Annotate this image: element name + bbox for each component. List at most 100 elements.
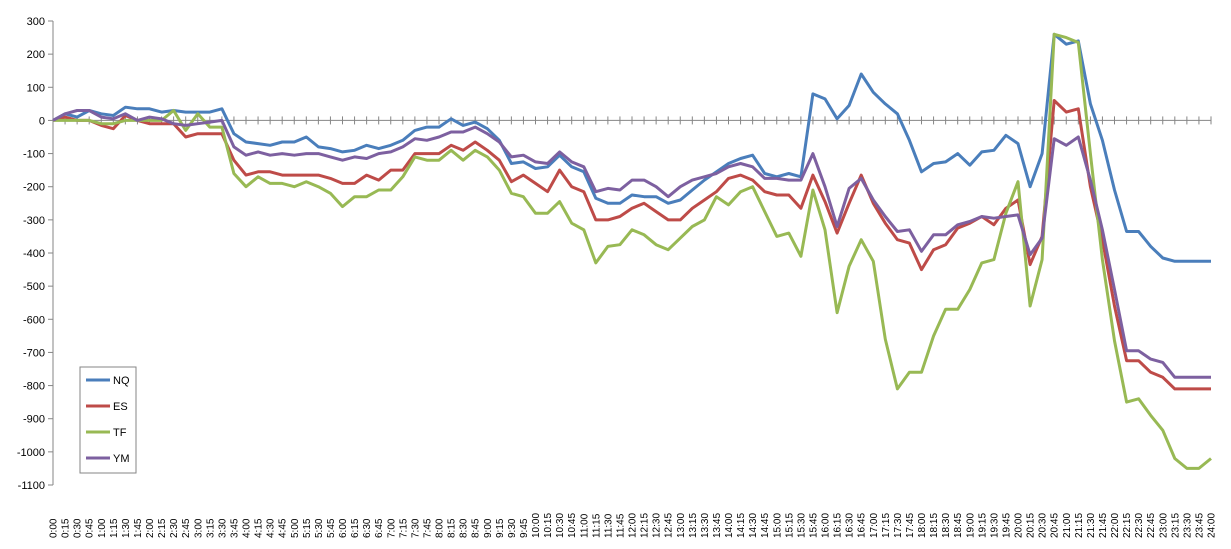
x-tick-label: 12:45 bbox=[664, 513, 675, 538]
x-tick-label: 20:30 bbox=[1038, 513, 1049, 538]
x-tick-label: 19:15 bbox=[977, 513, 988, 538]
x-tick-label: 7:15 bbox=[398, 518, 409, 538]
x-tick-label: 14:00 bbox=[724, 513, 735, 538]
x-tick-label: 15:45 bbox=[808, 513, 819, 538]
x-tick-label: 22:45 bbox=[1146, 513, 1157, 538]
series-line bbox=[52, 99, 1211, 391]
series-line bbox=[53, 32, 1212, 470]
x-tick-label: 8:45 bbox=[471, 518, 482, 538]
x-tick-label: 8:00 bbox=[435, 518, 446, 538]
x-tick-label: 10:45 bbox=[567, 513, 578, 538]
x-tick-label: 9:45 bbox=[519, 518, 530, 538]
x-tick-label: 10:15 bbox=[543, 513, 554, 538]
x-tick-label: 18:45 bbox=[953, 513, 964, 538]
x-tick-label: 16:15 bbox=[833, 513, 844, 538]
x-tick-label: 9:15 bbox=[495, 518, 506, 538]
x-tick-label: 21:30 bbox=[1086, 513, 1097, 538]
x-tick-label: 11:30 bbox=[603, 513, 614, 538]
x-tick-label: 3:45 bbox=[229, 518, 240, 538]
x-tick-label: 8:30 bbox=[459, 518, 470, 538]
series-line bbox=[52, 32, 1211, 263]
x-tick-label: 2:45 bbox=[181, 518, 192, 538]
x-tick-label: 23:00 bbox=[1158, 513, 1169, 538]
x-tick-label: 7:00 bbox=[386, 518, 397, 538]
x-tick-label: 18:30 bbox=[941, 513, 952, 538]
x-tick-label: 6:45 bbox=[374, 518, 385, 538]
x-tick-label: 1:45 bbox=[133, 518, 144, 538]
x-tick-label: 19:30 bbox=[989, 513, 1000, 538]
x-tick-label: 11:45 bbox=[615, 513, 626, 538]
x-tick-label: 1:00 bbox=[97, 518, 108, 538]
y-tick-label: 200 bbox=[27, 49, 45, 61]
x-tick-label: 18:15 bbox=[929, 513, 940, 538]
y-tick-label: -800 bbox=[23, 381, 45, 393]
x-tick-label: 21:15 bbox=[1074, 513, 1085, 538]
x-tick-label: 4:45 bbox=[278, 518, 289, 538]
x-tick-label: 5:30 bbox=[314, 518, 325, 538]
x-tick-label: 0:15 bbox=[61, 518, 72, 538]
x-tick-label: 22:30 bbox=[1134, 513, 1145, 538]
x-tick-label: 1:15 bbox=[109, 518, 120, 538]
x-tick-label: 17:00 bbox=[869, 513, 880, 538]
y-tick-label: -200 bbox=[23, 182, 45, 194]
legend-label: TF bbox=[113, 427, 127, 439]
x-tick-label: 8:15 bbox=[447, 518, 458, 538]
y-tick-label: -400 bbox=[23, 248, 45, 260]
y-tick-label: 100 bbox=[27, 82, 45, 94]
x-tick-label: 9:00 bbox=[483, 518, 494, 538]
y-tick-label: -900 bbox=[23, 414, 45, 426]
x-tick-label: 22:15 bbox=[1122, 513, 1133, 538]
x-tick-label: 16:45 bbox=[857, 513, 868, 538]
x-tick-label: 14:30 bbox=[748, 513, 759, 538]
x-tick-label: 23:30 bbox=[1182, 513, 1193, 538]
y-tick-label: -600 bbox=[23, 314, 45, 326]
x-tick-label: 5:15 bbox=[302, 518, 313, 538]
x-tick-label: 16:30 bbox=[845, 513, 856, 538]
x-tick-label: 10:00 bbox=[531, 513, 542, 538]
y-tick-label: -1000 bbox=[17, 447, 45, 459]
y-tick-label: -300 bbox=[23, 215, 45, 227]
x-tick-label: 2:30 bbox=[169, 518, 180, 538]
x-tick-label: 10:30 bbox=[555, 513, 566, 538]
x-tick-label: 6:00 bbox=[338, 518, 349, 538]
x-tick-label: 11:00 bbox=[579, 513, 590, 538]
x-tick-label: 11:15 bbox=[591, 513, 602, 538]
x-tick-label: 20:00 bbox=[1014, 513, 1025, 538]
x-tick-label: 0:45 bbox=[85, 518, 96, 538]
x-tick-label: 7:30 bbox=[410, 518, 421, 538]
x-tick-label: 3:30 bbox=[217, 518, 228, 538]
x-tick-label: 12:00 bbox=[628, 513, 639, 538]
x-tick-label: 6:30 bbox=[362, 518, 373, 538]
x-tick-label: 9:30 bbox=[507, 518, 518, 538]
x-tick-label: 23:45 bbox=[1194, 513, 1205, 538]
legend: NQ ES TF YM bbox=[79, 366, 137, 474]
y-tick-label: 0 bbox=[39, 115, 45, 127]
x-tick-label: 3:00 bbox=[193, 518, 204, 538]
x-tick-label: 18:00 bbox=[917, 513, 928, 538]
x-tick-label: 19:00 bbox=[965, 513, 976, 538]
x-tick-label: 12:15 bbox=[640, 513, 651, 538]
x-tick-label: 0:30 bbox=[73, 518, 84, 538]
y-tick-label: -500 bbox=[23, 281, 45, 293]
y-tick-label: -100 bbox=[23, 149, 45, 161]
y-tick-label: 300 bbox=[27, 16, 45, 28]
x-tick-label: 5:00 bbox=[290, 518, 301, 538]
x-tick-label: 4:00 bbox=[242, 518, 253, 538]
x-tick-label: 4:15 bbox=[254, 518, 265, 538]
x-tick-label: 20:15 bbox=[1026, 513, 1037, 538]
y-tick-label: -1100 bbox=[18, 480, 45, 492]
x-tick-label: 1:30 bbox=[121, 518, 132, 538]
legend-box bbox=[79, 366, 137, 474]
x-tick-label: 16:00 bbox=[821, 513, 832, 538]
x-tick-label: 5:45 bbox=[326, 518, 337, 538]
x-tick-label: 19:45 bbox=[1001, 513, 1012, 538]
y-tick-label: -700 bbox=[23, 347, 45, 359]
x-tick-label: 13:45 bbox=[712, 513, 723, 538]
x-tick-label: 22:00 bbox=[1110, 513, 1121, 538]
x-tick-label: 4:30 bbox=[266, 518, 277, 538]
x-tick-label: 24:00 bbox=[1207, 513, 1218, 538]
legend-label: YM bbox=[113, 453, 130, 465]
x-tick-label: 21:45 bbox=[1098, 513, 1109, 538]
x-tick-label: 12:30 bbox=[652, 513, 663, 538]
